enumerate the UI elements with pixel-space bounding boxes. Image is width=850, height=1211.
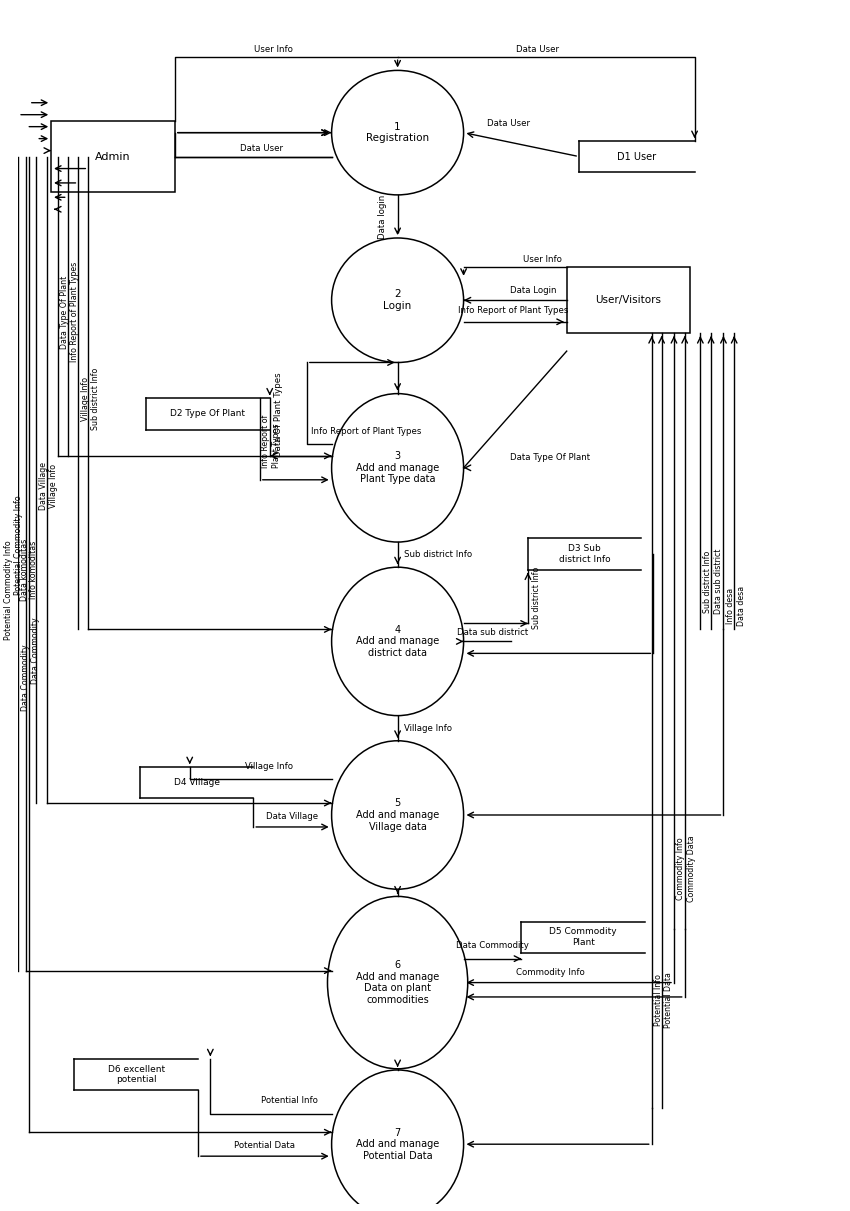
Text: User Info: User Info bbox=[523, 254, 561, 264]
Text: D3 Sub
district Info: D3 Sub district Info bbox=[558, 544, 610, 564]
Text: Commodity Info: Commodity Info bbox=[677, 838, 685, 900]
Text: Data User: Data User bbox=[516, 45, 559, 53]
Text: Sub district Info: Sub district Info bbox=[91, 368, 99, 430]
Text: Info desa: Info desa bbox=[726, 587, 735, 624]
Text: Village Info: Village Info bbox=[245, 762, 293, 770]
Text: Potential Info: Potential Info bbox=[654, 975, 663, 1027]
Text: Info Report of Plant Types: Info Report of Plant Types bbox=[458, 305, 569, 315]
Text: Potential Commodity Info: Potential Commodity Info bbox=[14, 495, 23, 596]
Text: 5
Add and manage
Village data: 5 Add and manage Village data bbox=[356, 798, 439, 832]
Text: Data sub district: Data sub district bbox=[456, 627, 528, 637]
Text: Info Report of
Plant Types: Info Report of Plant Types bbox=[262, 414, 280, 467]
Text: Data Village: Data Village bbox=[39, 461, 48, 510]
Text: User/Visitors: User/Visitors bbox=[596, 295, 661, 305]
Text: 2
Login: 2 Login bbox=[383, 289, 411, 311]
Text: Data sub district: Data sub district bbox=[713, 549, 722, 614]
Text: Data Login: Data Login bbox=[511, 287, 557, 295]
Text: Data Commodity: Data Commodity bbox=[456, 941, 529, 951]
Text: Sub district Info: Sub district Info bbox=[532, 567, 541, 629]
Text: Data Commodity: Data Commodity bbox=[20, 644, 30, 711]
Text: 6
Add and manage
Data on plant
commodities: 6 Add and manage Data on plant commoditi… bbox=[356, 960, 439, 1005]
Text: Sub district Info: Sub district Info bbox=[405, 550, 473, 559]
Text: Commodity Data: Commodity Data bbox=[687, 836, 696, 902]
Text: Potential Data: Potential Data bbox=[664, 972, 673, 1028]
Text: Data Type Of Plant: Data Type Of Plant bbox=[60, 276, 69, 349]
Text: Data komoditas: Data komoditas bbox=[20, 539, 29, 601]
Text: Data Type Of Plant: Data Type Of Plant bbox=[510, 453, 590, 461]
Text: 4
Add and manage
district data: 4 Add and manage district data bbox=[356, 625, 439, 658]
Text: D4 Village: D4 Village bbox=[173, 779, 220, 787]
Bar bbox=[51, 121, 175, 193]
Bar bbox=[567, 268, 690, 333]
Text: Data Commodity: Data Commodity bbox=[31, 618, 39, 684]
Text: Info Report of Plant Types: Info Report of Plant Types bbox=[311, 426, 422, 436]
Text: Admin: Admin bbox=[95, 151, 131, 161]
Text: Village Info: Village Info bbox=[49, 464, 59, 507]
Text: info komoditas: info komoditas bbox=[29, 540, 38, 598]
Text: Data desa: Data desa bbox=[737, 585, 745, 626]
Text: Potential Info: Potential Info bbox=[261, 1096, 318, 1104]
Text: Data Village: Data Village bbox=[266, 813, 319, 821]
Text: User Info: User Info bbox=[254, 45, 293, 53]
Text: 3
Add and manage
Plant Type data: 3 Add and manage Plant Type data bbox=[356, 452, 439, 484]
Text: Sub district Info: Sub district Info bbox=[703, 551, 711, 613]
Text: Potential Data: Potential Data bbox=[235, 1141, 295, 1150]
Text: Village Info: Village Info bbox=[81, 377, 90, 421]
Text: Commodity Info: Commodity Info bbox=[516, 968, 585, 976]
Text: D5 Commodity
Plant: D5 Commodity Plant bbox=[549, 928, 617, 947]
Text: Data User: Data User bbox=[240, 144, 283, 153]
Text: Data login: Data login bbox=[378, 194, 387, 239]
Text: Data User: Data User bbox=[487, 119, 530, 128]
Text: Potential Commodity Info: Potential Commodity Info bbox=[4, 541, 13, 641]
Text: 7
Add and manage
Potential Data: 7 Add and manage Potential Data bbox=[356, 1127, 439, 1161]
Text: Village Info: Village Info bbox=[405, 724, 452, 733]
Text: Data Of Plant Types: Data Of Plant Types bbox=[274, 373, 283, 458]
Text: 1
Registration: 1 Registration bbox=[366, 122, 429, 143]
Text: D1 User: D1 User bbox=[617, 151, 656, 161]
Text: Info Report of Plant Types: Info Report of Plant Types bbox=[70, 262, 79, 362]
Text: D2 Type Of Plant: D2 Type Of Plant bbox=[170, 409, 246, 419]
Text: D6 excellent
potential: D6 excellent potential bbox=[108, 1064, 165, 1085]
